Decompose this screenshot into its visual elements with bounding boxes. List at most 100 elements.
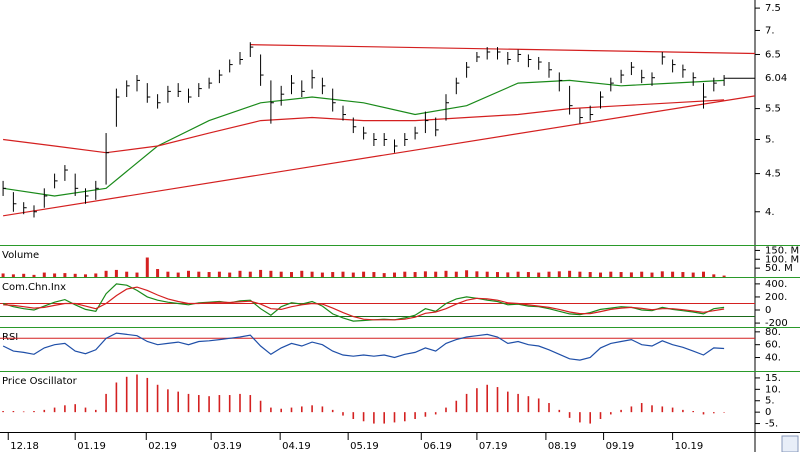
bar <box>671 407 674 413</box>
bar <box>547 271 551 277</box>
bar <box>74 404 76 413</box>
bar <box>156 269 160 277</box>
bar <box>609 271 613 277</box>
bar <box>465 393 468 413</box>
bar <box>84 407 87 413</box>
bar <box>11 274 15 277</box>
y-tick-label: 40. <box>765 353 781 364</box>
x-tick-label: 07.19 <box>479 441 508 452</box>
bar <box>486 384 488 413</box>
bar <box>578 271 582 277</box>
bar <box>630 406 633 413</box>
x-tick-label: 08.19 <box>548 441 577 452</box>
bar <box>434 271 438 277</box>
bar <box>33 411 35 413</box>
y-tick-label: 10. <box>765 384 781 395</box>
bar <box>651 405 653 413</box>
bar <box>73 273 77 277</box>
y-tick-label: -5. <box>765 419 778 430</box>
bar <box>620 409 622 413</box>
series-line <box>3 286 725 321</box>
bar <box>239 393 241 413</box>
bar <box>403 271 407 277</box>
bar <box>485 271 489 277</box>
y-tick-label: -200 <box>765 318 788 329</box>
corner-icon[interactable] <box>781 435 799 452</box>
bar <box>640 271 644 277</box>
bar <box>53 407 56 413</box>
y-tick-label: 150. M <box>765 245 799 256</box>
bar <box>619 272 623 277</box>
x-tick-label: 02.19 <box>148 441 177 452</box>
bar <box>259 269 263 277</box>
bar <box>712 274 716 277</box>
bar <box>53 273 57 277</box>
y-tick-label: 6.5 <box>765 49 781 60</box>
bar <box>290 407 293 413</box>
bar <box>413 272 417 277</box>
bar <box>476 388 478 413</box>
bar <box>187 393 190 413</box>
bar <box>207 272 211 277</box>
bar <box>63 273 67 277</box>
bar <box>403 412 406 422</box>
y-tick-label: 15. <box>765 373 781 384</box>
bar <box>217 271 221 277</box>
bar <box>588 272 592 277</box>
bar <box>136 374 138 413</box>
y-tick-label: 0 <box>765 305 771 316</box>
bar <box>454 271 458 277</box>
bar <box>167 389 169 413</box>
bar <box>445 407 447 413</box>
bar <box>609 412 612 415</box>
bar <box>248 271 252 277</box>
bar <box>218 395 221 413</box>
y-tick-label: 5. <box>765 396 775 407</box>
bar <box>362 271 366 277</box>
y-tick-label: 7. <box>765 25 775 36</box>
bar <box>568 270 572 277</box>
panel-title: Com.Chn.Inx <box>2 282 66 293</box>
bar <box>176 272 180 277</box>
bar <box>342 412 344 416</box>
bar <box>702 412 705 415</box>
bar <box>32 274 36 277</box>
bar <box>691 272 695 277</box>
bar <box>145 257 149 277</box>
bar <box>331 272 335 277</box>
bar <box>320 272 324 277</box>
bar <box>640 403 643 413</box>
bar <box>526 272 530 277</box>
y-tick-label: 60. <box>765 340 781 351</box>
bar <box>383 412 385 424</box>
bar <box>280 408 282 413</box>
bar <box>22 411 25 413</box>
panel-title: Price Oscillator <box>2 376 78 387</box>
bar <box>146 377 149 413</box>
y-tick-label: 200. <box>765 292 787 303</box>
bar <box>557 271 561 277</box>
bar <box>197 271 201 277</box>
bar <box>434 412 437 415</box>
bar <box>197 395 200 413</box>
bar <box>12 411 15 413</box>
y-tick-label: 7.5 <box>765 3 781 14</box>
bar <box>94 273 98 277</box>
bar <box>331 409 334 413</box>
bar <box>105 393 107 413</box>
series-line <box>2 283 725 322</box>
bar <box>660 271 664 277</box>
bar <box>392 272 396 277</box>
trend-line <box>250 44 756 55</box>
last-price-label: 6.04 <box>765 73 787 84</box>
bar <box>650 272 654 277</box>
bar <box>393 412 396 423</box>
bar <box>382 273 386 277</box>
bar <box>104 270 108 277</box>
panel-title: RSI <box>2 332 18 343</box>
x-tick-label: 05.19 <box>350 441 379 452</box>
bar <box>722 275 726 277</box>
bar <box>475 271 479 277</box>
bar <box>661 406 664 413</box>
